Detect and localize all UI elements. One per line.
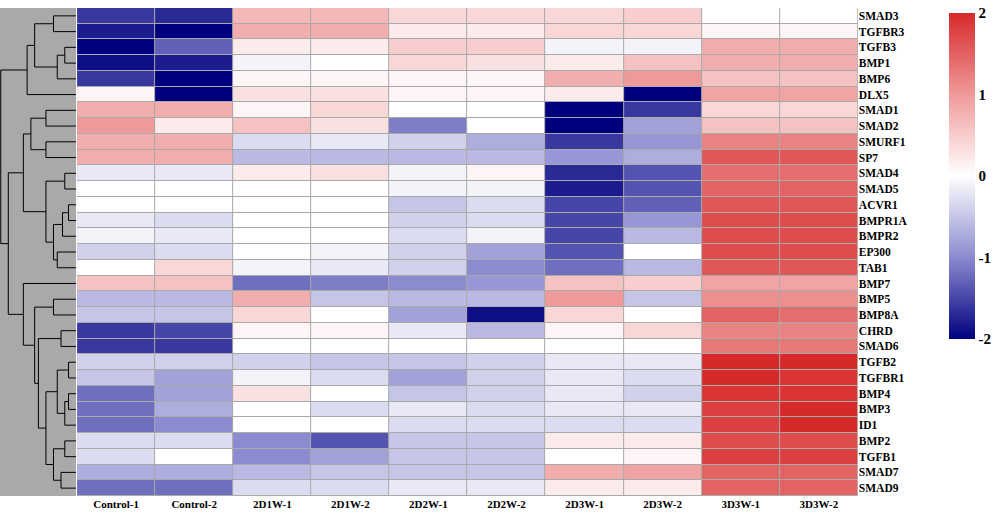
svg-text:TGFBR3: TGFBR3 [859, 26, 905, 38]
svg-text:-2: -2 [979, 331, 992, 347]
svg-text:BMP1: BMP1 [859, 57, 891, 69]
svg-text:BMP6: BMP6 [859, 73, 891, 85]
svg-text:1: 1 [979, 87, 987, 103]
svg-text:SMAD4: SMAD4 [859, 167, 899, 179]
svg-text:Control-1: Control-1 [93, 498, 139, 510]
svg-text:TGFB2: TGFB2 [859, 356, 896, 368]
svg-text:-1: -1 [979, 250, 992, 266]
svg-text:SMAD7: SMAD7 [859, 466, 899, 478]
svg-text:BMPR2: BMPR2 [859, 230, 899, 242]
svg-text:SMURF1: SMURF1 [859, 136, 906, 148]
svg-text:TGFB3: TGFB3 [859, 41, 896, 53]
svg-text:EP300: EP300 [859, 246, 891, 258]
svg-text:3D3W-1: 3D3W-1 [721, 498, 760, 510]
svg-text:2D3W-2: 2D3W-2 [643, 498, 682, 510]
svg-text:ID1: ID1 [859, 419, 878, 431]
svg-text:BMP5: BMP5 [859, 293, 891, 305]
svg-text:Control-2: Control-2 [171, 498, 217, 510]
svg-text:2: 2 [979, 5, 987, 21]
svg-text:SMAD2: SMAD2 [859, 120, 899, 132]
svg-text:SP7: SP7 [859, 152, 878, 164]
svg-text:0: 0 [979, 168, 987, 184]
svg-text:TAB1: TAB1 [859, 262, 888, 274]
svg-text:2D3W-1: 2D3W-1 [565, 498, 604, 510]
svg-text:BMP2: BMP2 [859, 435, 891, 447]
svg-text:BMP3: BMP3 [859, 403, 891, 415]
svg-text:SMAD9: SMAD9 [859, 482, 899, 494]
svg-text:SMAD3: SMAD3 [859, 10, 899, 22]
svg-text:2D2W-1: 2D2W-1 [409, 498, 448, 510]
svg-text:2D2W-2: 2D2W-2 [487, 498, 526, 510]
svg-text:SMAD1: SMAD1 [859, 104, 899, 116]
svg-text:TGFB1: TGFB1 [859, 451, 896, 463]
svg-text:2D1W-2: 2D1W-2 [331, 498, 370, 510]
svg-text:TGFBR1: TGFBR1 [859, 372, 905, 384]
svg-text:CHRD: CHRD [859, 325, 893, 337]
svg-text:BMP7: BMP7 [859, 278, 891, 290]
svg-text:BMP4: BMP4 [859, 388, 891, 400]
svg-text:BMPR1A: BMPR1A [859, 215, 908, 227]
svg-text:DLX5: DLX5 [859, 89, 889, 101]
svg-text:ACVR1: ACVR1 [859, 199, 898, 211]
svg-text:SMAD6: SMAD6 [859, 340, 899, 352]
svg-text:BMP8A: BMP8A [859, 309, 899, 321]
svg-text:SMAD5: SMAD5 [859, 183, 899, 195]
svg-text:3D3W-2: 3D3W-2 [799, 498, 838, 510]
svg-text:2D1W-1: 2D1W-1 [253, 498, 292, 510]
